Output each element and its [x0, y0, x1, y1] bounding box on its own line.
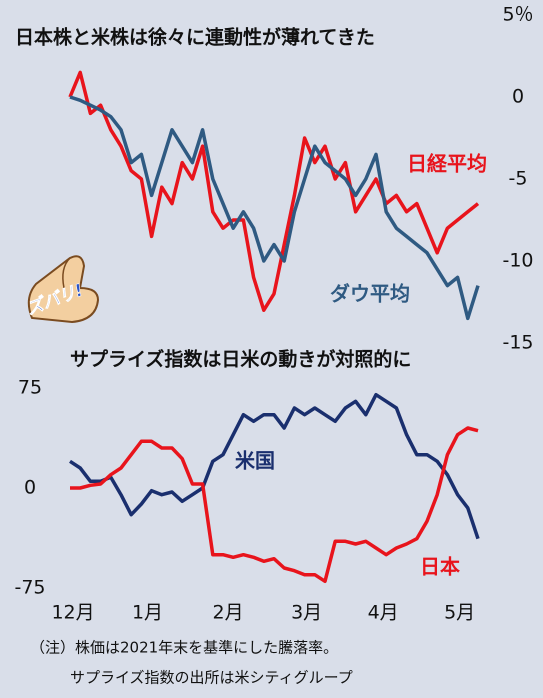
- series-label: 日本: [420, 555, 460, 579]
- y-tick-label: -5: [509, 168, 528, 190]
- series-label: 日経平均: [407, 152, 487, 176]
- y-tick-label: -75: [14, 577, 45, 599]
- badge-icon: ズバリ!: [24, 255, 100, 324]
- x-tick-label: 12月: [51, 602, 94, 624]
- y-tick-label: 0: [24, 477, 36, 499]
- series-label: 米国: [235, 449, 275, 473]
- x-tick-label: 1月: [132, 602, 163, 624]
- x-tick-label: 4月: [368, 602, 399, 624]
- chart-title: サプライズ指数は日米の動きが対照的に: [70, 348, 411, 371]
- x-tick-label: 3月: [291, 602, 322, 624]
- series-label: ダウ平均: [330, 282, 410, 306]
- y-tick-label: 75: [18, 377, 42, 399]
- series-line: [68, 70, 480, 312]
- series-line: [69, 392, 480, 540]
- y-tick-label: -15: [502, 332, 533, 354]
- y-tick-label: 0: [512, 86, 524, 108]
- series-line: [70, 426, 479, 584]
- note: サプライズ指数の出所は米シティグループ: [70, 669, 353, 687]
- x-tick-label: 5月: [444, 602, 475, 624]
- y-tick-label: -10: [502, 250, 533, 272]
- y-tick-label: 5％: [502, 4, 533, 26]
- note: （注）株価は2021年末を基準にした騰落率。: [30, 639, 338, 657]
- series-line: [69, 95, 480, 321]
- chart-title: 日本株と米株は徐々に連動性が薄れてきた: [15, 26, 375, 49]
- x-tick-label: 2月: [213, 602, 244, 624]
